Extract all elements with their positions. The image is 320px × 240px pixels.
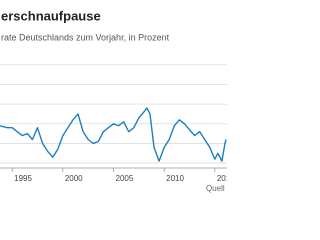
x-tick-label: 1995 (14, 174, 32, 183)
chart-title: erschnaufpause (1, 8, 101, 23)
source: Quell (206, 184, 225, 193)
x-tick-label: 2010 (166, 174, 184, 183)
chart-subtitle: rate Deutschlands zum Vorjahr, in Prozen… (1, 32, 170, 42)
x-tick-label: 2005 (116, 174, 134, 183)
x-tick-label: 2000 (65, 174, 83, 183)
chart: erschnaufpause rate Deutschlands zum Vor… (0, 8, 227, 193)
x-tick-label: 2015 (217, 174, 227, 183)
line (0, 107, 227, 162)
